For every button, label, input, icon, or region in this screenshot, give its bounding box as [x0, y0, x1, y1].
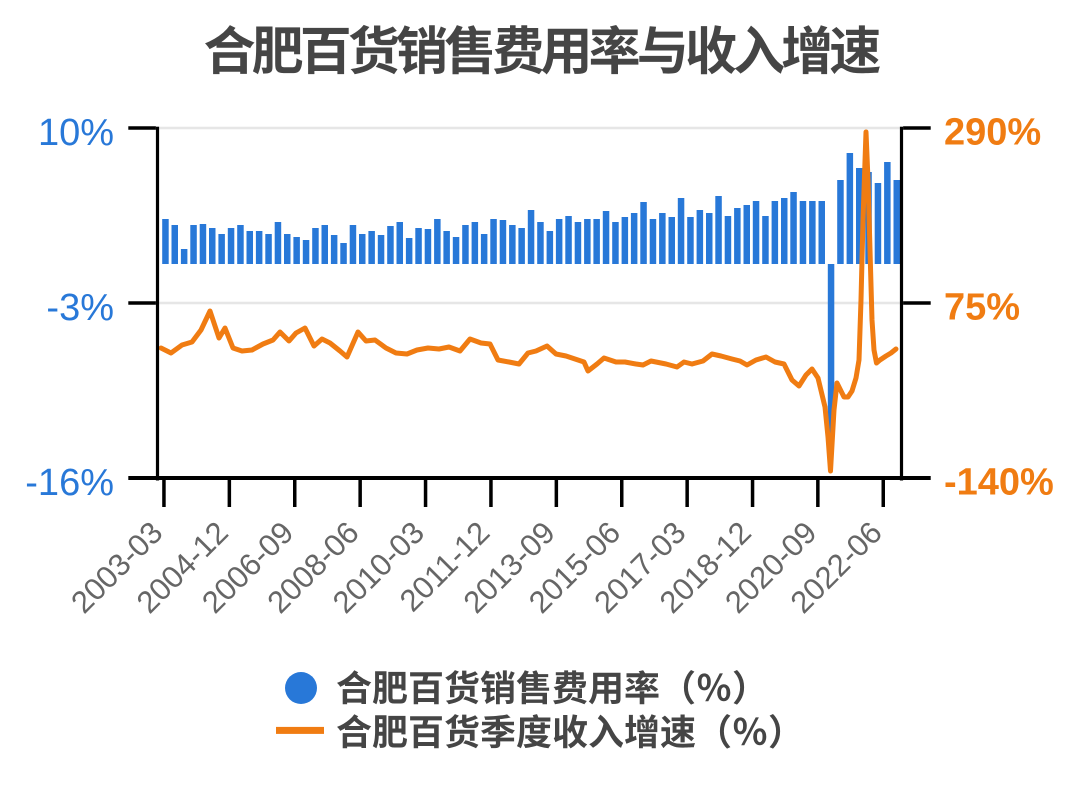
svg-text:10%: 10%: [38, 112, 114, 154]
svg-text:290%: 290%: [944, 111, 1041, 153]
svg-text:75%: 75%: [944, 286, 1020, 328]
svg-text:-140%: -140%: [944, 461, 1054, 503]
svg-text:-3%: -3%: [46, 287, 114, 329]
svg-text:-16%: -16%: [25, 462, 114, 504]
